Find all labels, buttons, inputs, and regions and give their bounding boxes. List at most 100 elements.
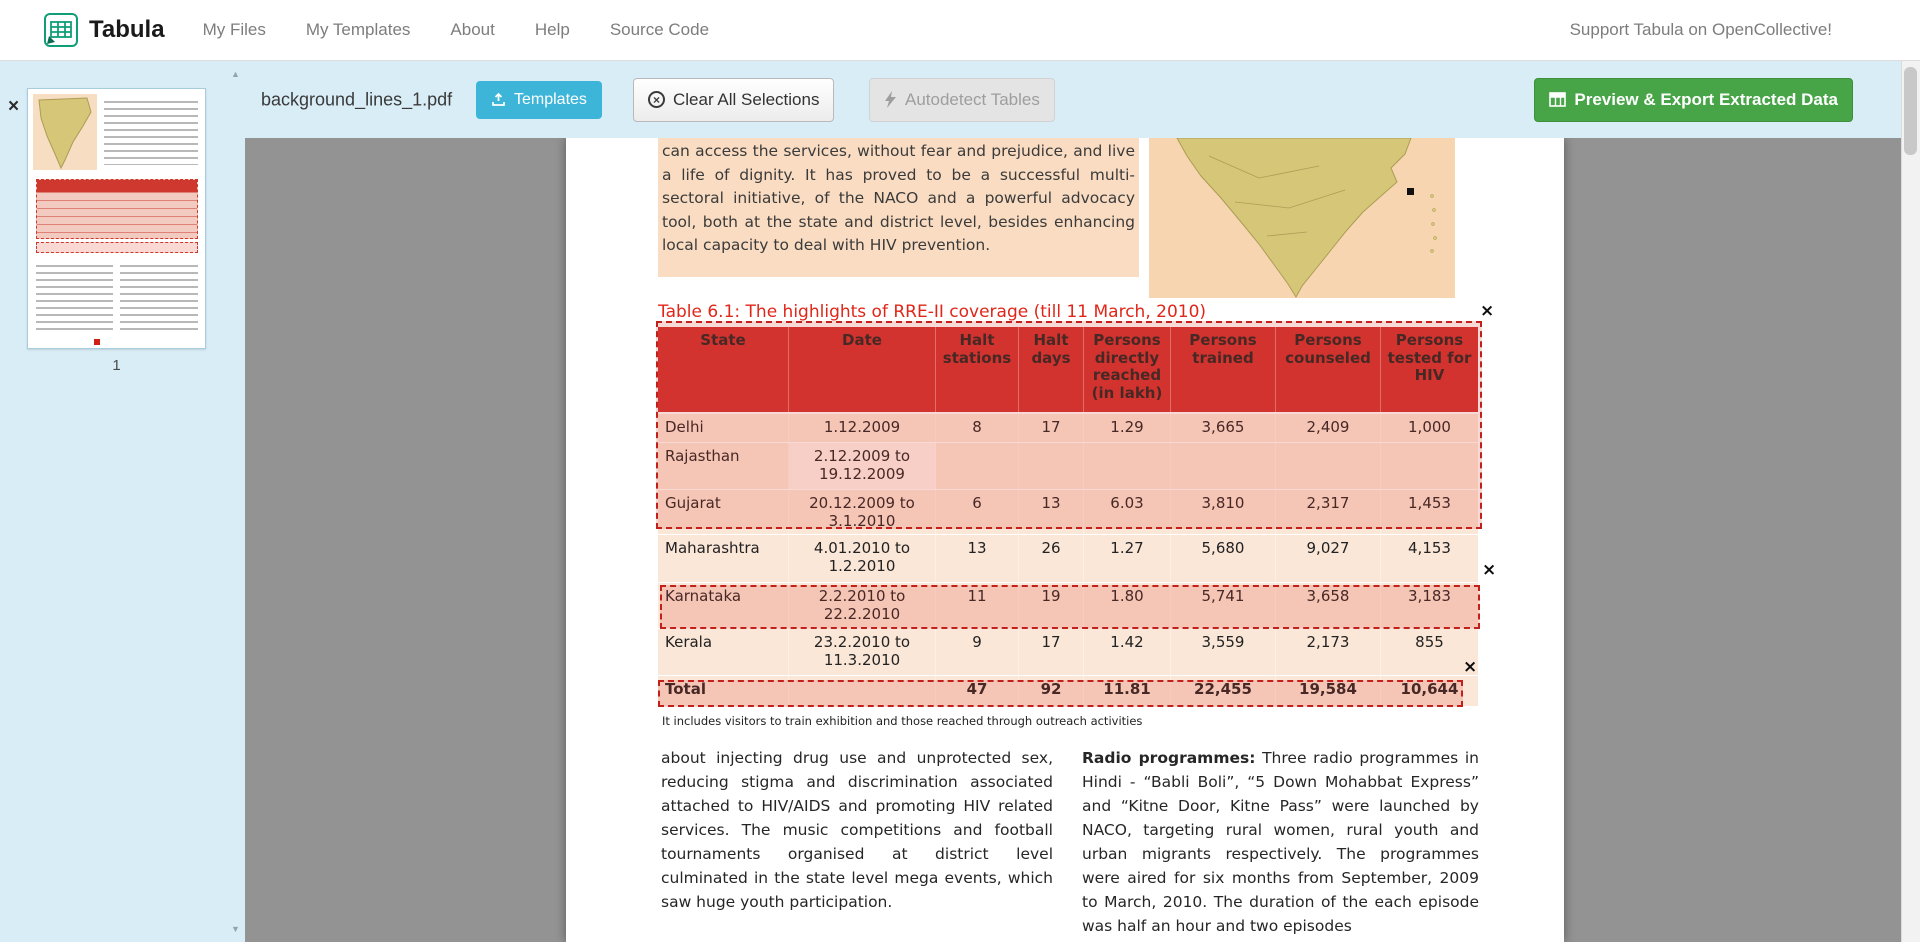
preview-export-button[interactable]: Preview & Export Extracted Data (1534, 77, 1853, 122)
table-cell: 3,183 (1408, 587, 1451, 605)
pdf-viewer: can access the services, without fear an… (245, 138, 1901, 942)
intro-text-block: can access the services, without fear an… (658, 138, 1139, 277)
rre-table: State Date Halt stations Halt days Persons d… (658, 327, 1478, 707)
pdf-page[interactable]: can access the services, without fear an… (566, 138, 1564, 942)
support-link[interactable]: Support Tabula on OpenCollective! (1569, 20, 1832, 39)
table-cell: 20.12.2009 to 3.1.2010 (789, 490, 936, 534)
sidebar-scrollbar[interactable]: ▲ ▼ (228, 61, 243, 942)
thumbnail-text-lines (36, 265, 113, 335)
map-legend-square (1407, 188, 1414, 195)
autodetect-tables-button[interactable]: Autodetect Tables (869, 77, 1055, 122)
table-cell: 2,317 (1276, 490, 1381, 534)
table-title: Table 6.1: The highlights of RRE-II cove… (658, 302, 1207, 322)
table-grid-icon (1549, 92, 1567, 107)
table-cell: 5,741 (1171, 583, 1276, 628)
page-number: 1 (112, 357, 121, 374)
scrollbar-thumb[interactable] (1904, 67, 1917, 155)
close-icon[interactable]: × (8, 96, 20, 117)
thumbnail-table-selection (36, 179, 198, 239)
radio-programmes-text: Three radio programmes in Hindi - “Babli… (1082, 749, 1479, 935)
remove-selection-icon[interactable]: × (1480, 301, 1495, 321)
india-map (1149, 138, 1455, 298)
table-cell (1171, 443, 1276, 489)
table-cell: 2,173 (1276, 629, 1381, 675)
table-header-cell: Date (789, 327, 936, 412)
table-cell: 19 (1019, 583, 1084, 628)
table-cell: 3,559 (1171, 629, 1276, 675)
table-cell: 47 (936, 676, 1019, 706)
table-cell: 4,153 (1408, 539, 1451, 557)
nav-item-my-files[interactable]: My Files (202, 20, 266, 39)
table-cell: 9,027 (1276, 535, 1381, 582)
table-cell: 11.81 (1084, 676, 1171, 706)
table-footnote: It includes visitors to train exhibition… (662, 714, 1143, 728)
table-cell: 19,584 (1276, 676, 1381, 706)
table-header-cell: Persons tested for HIV (1387, 331, 1472, 384)
nav-item-about[interactable]: About (450, 20, 495, 39)
table-header-row: State Date Halt stations Halt days Persons d… (658, 327, 1478, 414)
table-cell: 1.27 (1084, 535, 1171, 582)
table-cell: 10,644 (1400, 680, 1459, 698)
table-cell: 1.12.2009 (789, 414, 936, 442)
table-selection-region-2[interactable] (660, 585, 1480, 629)
table-row: Karnataka 2.2.2010 to 22.2.2010 11 19 1.80 5,… (658, 583, 1478, 629)
page-thumbnail[interactable] (27, 88, 206, 349)
templates-button-label: Templates (514, 90, 587, 108)
thumbnail-selection (36, 242, 198, 253)
circled-x-icon: × (648, 91, 665, 108)
table-cell: 6.03 (1084, 490, 1171, 534)
table-cell: Rajasthan (658, 443, 789, 489)
table-cell: 11 (936, 583, 1019, 628)
nav-item-help[interactable]: Help (534, 20, 570, 39)
table-header-cell: State (658, 327, 789, 412)
table-cell: Total (658, 676, 789, 706)
brand-title: Tabula (89, 16, 165, 43)
table-selection-region-1[interactable] (656, 321, 1482, 529)
table-cell: 4.01.2010 to 1.2.2010 (789, 535, 936, 582)
table-cell: Karnataka (658, 583, 789, 628)
table-cell: 2,409 (1276, 414, 1381, 442)
thumbnail-table-rows (37, 192, 197, 238)
table-cell: 92 (1019, 676, 1084, 706)
table-cell: Delhi (658, 414, 789, 442)
intro-paragraph: can access the services, without fear an… (662, 142, 1135, 255)
nav-item-source-code[interactable]: Source Code (609, 20, 710, 39)
autodetect-button-label: Autodetect Tables (905, 89, 1040, 109)
clear-all-selections-button[interactable]: × Clear All Selections (633, 77, 835, 122)
table-cell: 13 (1019, 490, 1084, 534)
table-cell (936, 443, 1019, 489)
thumbnail-selection-dot (94, 339, 100, 345)
nav-item-my-templates[interactable]: My Templates (305, 20, 411, 39)
table-cell: 855 (1415, 633, 1444, 651)
toolbar: background_lines_1.pdf Templates × Clear… (245, 61, 1901, 138)
window-scrollbar[interactable] (1901, 61, 1920, 942)
thumbnail-sidebar: × 1 ▲ ▼ (0, 61, 245, 942)
scroll-up-icon[interactable]: ▲ (231, 69, 240, 79)
remove-selection-icon[interactable]: × (1463, 657, 1478, 677)
table-cell (1084, 443, 1171, 489)
lightning-bolt-icon (885, 91, 896, 108)
templates-button[interactable]: Templates (476, 80, 602, 119)
table-cell: 3,658 (1276, 583, 1381, 628)
table-cell: 8 (936, 414, 1019, 442)
table-row: Delhi 1.12.2009 8 17 1.29 3,665 2,409 1,000 (658, 414, 1478, 443)
table-cell: 6 (936, 490, 1019, 534)
table-cell (1019, 443, 1084, 489)
table-cell: 1.80 (1084, 583, 1171, 628)
table-header-cell: Halt days (1019, 327, 1084, 412)
table-cell: 2.2.2010 to 22.2.2010 (789, 583, 936, 628)
body-text-left-column: about injecting drug use and unprotected… (661, 749, 1053, 911)
table-row: Kerala 23.2.2010 to 11.3.2010 9 17 1.42 3,559… (658, 629, 1478, 676)
table-selection-region-3[interactable] (658, 680, 1463, 707)
table-cell: Kerala (658, 629, 789, 675)
clear-button-label: Clear All Selections (673, 89, 820, 109)
table-row: Maharashtra 4.01.2010 to 1.2.2010 13 26 1.27… (658, 535, 1478, 583)
upload-tray-icon (492, 92, 505, 106)
table-cell: 26 (1019, 535, 1084, 582)
table-cell: 3,665 (1171, 414, 1276, 442)
remove-selection-icon[interactable]: × (1482, 560, 1497, 580)
table-cell: 1,000 (1408, 418, 1451, 436)
scroll-down-icon[interactable]: ▼ (231, 924, 240, 934)
table-cell: 3,810 (1171, 490, 1276, 534)
table-cell: 13 (936, 535, 1019, 582)
